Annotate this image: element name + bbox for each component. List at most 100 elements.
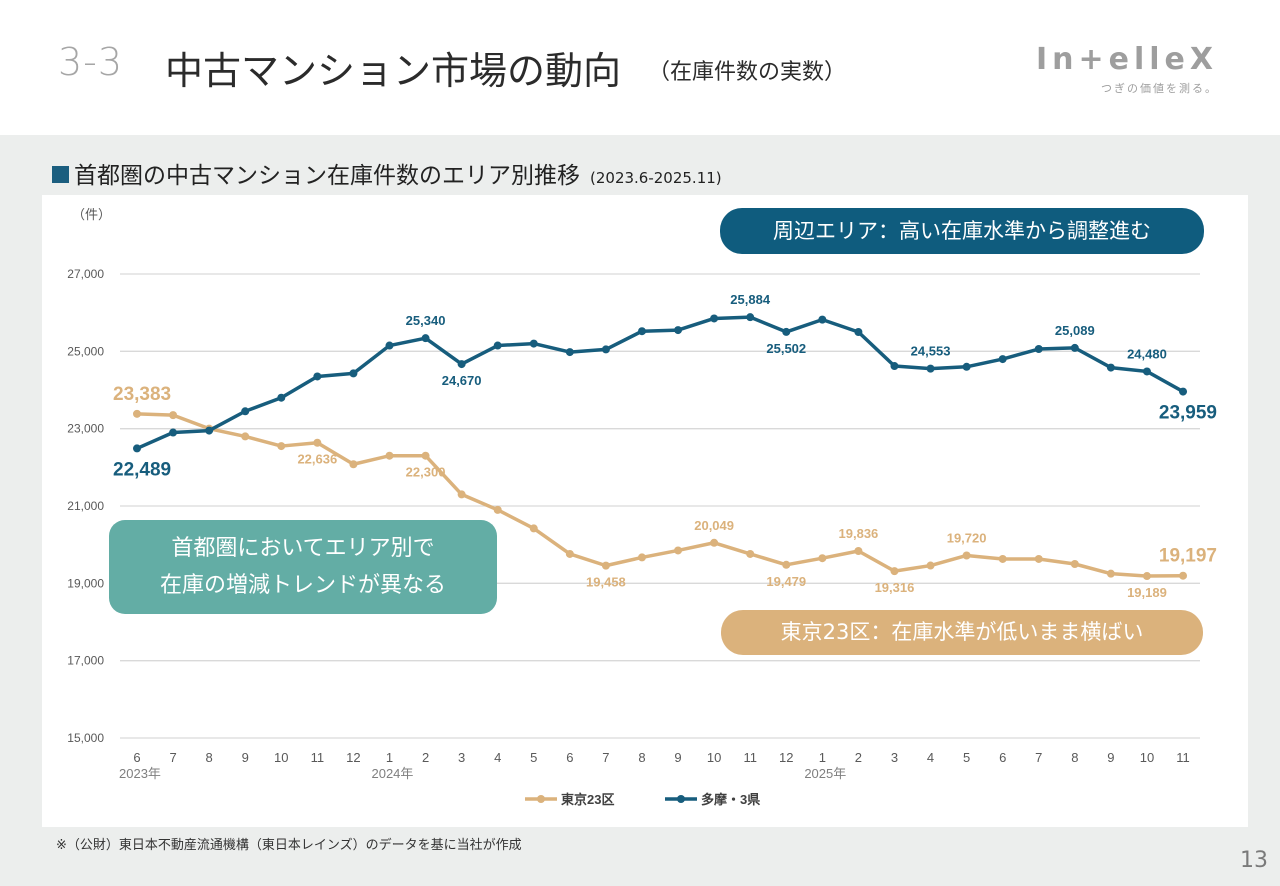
- legend-label: 多摩・3県: [701, 792, 760, 807]
- data-point: [674, 326, 683, 335]
- data-point: [133, 409, 141, 418]
- x-tick-label: 8: [1071, 750, 1078, 765]
- data-point: [674, 546, 683, 555]
- data-label: 19,189: [1127, 585, 1167, 600]
- data-point: [637, 553, 646, 562]
- data-point: [710, 538, 719, 547]
- legend-label: 東京23区: [561, 792, 614, 807]
- x-tick-label: 2: [855, 750, 862, 765]
- data-point: [1106, 363, 1115, 372]
- data-label: 25,089: [1055, 323, 1095, 338]
- legend-marker-icon: [537, 795, 545, 803]
- company-logo: In+elleX つぎの価値を測る。: [1036, 44, 1218, 96]
- x-tick-label: 10: [274, 750, 288, 765]
- data-point: [493, 341, 502, 350]
- x-tick-label: 6: [133, 750, 140, 765]
- x-tick-label: 3: [891, 750, 898, 765]
- data-point: [926, 561, 935, 570]
- y-tick-label: 27,000: [67, 267, 104, 281]
- x-tick-label: 7: [602, 750, 609, 765]
- x-tick-label: 9: [674, 750, 681, 765]
- y-tick-label: 15,000: [67, 731, 104, 745]
- x-tick-label: 6: [566, 750, 573, 765]
- y-axis-unit-label: （件）: [72, 207, 111, 222]
- data-point: [1070, 560, 1079, 568]
- data-point: [1034, 554, 1043, 563]
- source-footnote: ※（公財）東日本不動産流通機構（東日本レインズ）のデータを基に当社が作成: [56, 838, 522, 853]
- x-tick-label: 1: [819, 750, 826, 765]
- data-point: [565, 348, 574, 357]
- data-point: [241, 432, 250, 441]
- data-label: 19,197: [1159, 546, 1217, 567]
- series-line-tokyo23: [136, 412, 1184, 578]
- callout-summary-line1: 首都圏においてエリア別で: [171, 536, 435, 561]
- data-point: [349, 460, 358, 469]
- chart-heading-text: 首都圏の中古マンション在庫件数のエリア別推移: [74, 163, 580, 189]
- x-tick-label: 1: [386, 750, 393, 765]
- x-tick-label: 8: [206, 750, 213, 765]
- data-point: [746, 549, 755, 558]
- data-label: 20,049: [694, 518, 734, 533]
- data-point: [1142, 572, 1151, 581]
- x-tick-label: 11: [1176, 750, 1190, 765]
- data-point: [854, 547, 863, 556]
- callout-summary: 首都圏においてエリア別で 在庫の増減トレンドが異なる: [109, 520, 497, 614]
- data-point: [1070, 343, 1079, 352]
- callout-summary-line2: 在庫の増減トレンドが異なる: [159, 573, 446, 598]
- y-tick-label: 23,000: [67, 422, 104, 436]
- data-point: [133, 444, 141, 453]
- data-point: [385, 341, 394, 350]
- page-number: 13: [1240, 848, 1268, 873]
- data-point: [421, 334, 430, 343]
- data-point: [746, 313, 755, 322]
- data-label: 23,383: [113, 384, 171, 405]
- data-label: 24,670: [442, 373, 482, 388]
- x-tick-label: 6: [999, 750, 1006, 765]
- data-point: [493, 505, 502, 514]
- x-tick-label: 5: [963, 750, 970, 765]
- data-point: [349, 369, 358, 378]
- data-point: [277, 442, 286, 451]
- callout-tokyo23: 東京23区：在庫水準が低いまま横ばい: [721, 610, 1203, 655]
- data-label: 24,480: [1127, 346, 1167, 361]
- data-label: 23,959: [1159, 403, 1217, 424]
- y-tick-label: 21,000: [67, 499, 104, 513]
- series-line-tama3: [136, 315, 1184, 451]
- data-point: [890, 362, 899, 371]
- data-point: [313, 372, 322, 381]
- data-point: [277, 393, 286, 402]
- data-label: 22,636: [297, 452, 337, 467]
- data-point: [854, 328, 863, 336]
- section-number: 3-3: [58, 40, 124, 84]
- data-point: [998, 355, 1007, 364]
- data-label: 25,884: [730, 292, 771, 307]
- data-label: 22,489: [113, 459, 171, 480]
- data-point: [782, 560, 791, 569]
- slide-header: 3-3 中古マンション市場の動向 （在庫件数の実数） In+elleX つぎの価…: [0, 0, 1280, 135]
- square-bullet-icon: [52, 166, 69, 183]
- data-point: [205, 426, 214, 435]
- legend-marker-icon: [677, 795, 685, 803]
- x-tick-label: 4: [927, 750, 934, 765]
- data-point: [890, 567, 899, 576]
- data-point: [818, 315, 827, 324]
- x-tick-label: 4: [494, 750, 501, 765]
- x-tick-label: 9: [242, 750, 249, 765]
- x-tick-label: 11: [311, 750, 325, 765]
- data-point: [529, 339, 538, 348]
- data-point: [782, 327, 791, 336]
- x-tick-label: 10: [707, 750, 721, 765]
- data-point: [637, 327, 646, 336]
- x-tick-label: 10: [1140, 750, 1154, 765]
- data-point: [457, 490, 466, 499]
- data-point: [998, 554, 1007, 563]
- data-point: [1179, 387, 1188, 396]
- data-point: [313, 438, 322, 447]
- logo-wordmark: In+elleX: [1035, 42, 1218, 77]
- line-chart: （件） 15,000 17,000 19,000 21,000 23,000 25,000 2…: [67, 207, 1217, 807]
- data-point: [385, 451, 394, 460]
- x-tick-label: 7: [1035, 750, 1042, 765]
- data-label: 19,316: [875, 580, 915, 595]
- chart-heading: 首都圏の中古マンション在庫件数のエリア別推移 (2023.6-2025.11): [52, 156, 722, 190]
- data-point: [601, 345, 610, 354]
